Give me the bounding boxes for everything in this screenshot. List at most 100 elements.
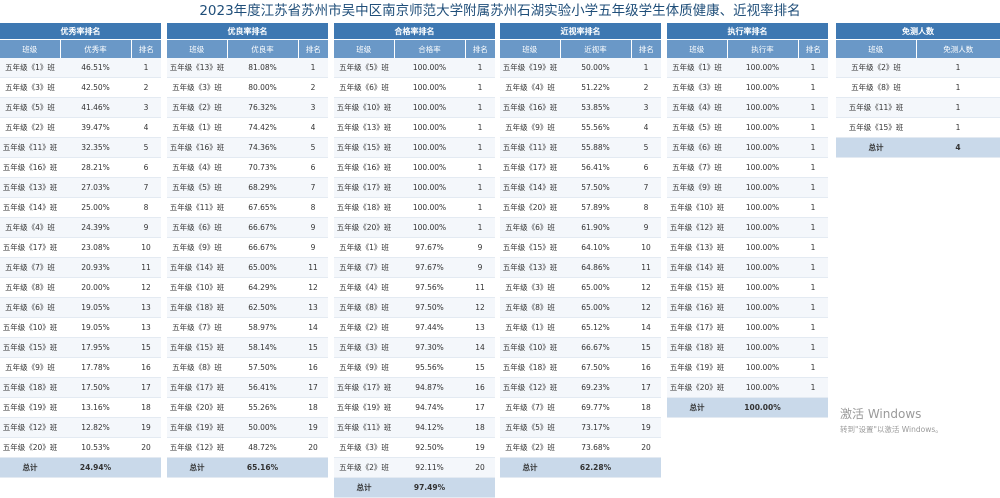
table-cell: 13 — [298, 297, 329, 318]
table-row: 五年级《7》班 97.67% 9 — [334, 257, 496, 278]
table-cell: 14 — [465, 337, 496, 358]
table-cell: 9 — [131, 217, 162, 238]
table-cell: 10 — [631, 237, 662, 258]
table-cell: 17.78% — [60, 357, 131, 378]
table-row: 五年级《15》班 1 — [836, 117, 1000, 138]
ranking-tables: 优秀率排名 班级 优秀率 排名 五年级《1》班 46.51% 1 五年级《3》班 42.50% 2… — [0, 23, 1000, 498]
table-cell: 81.08% — [227, 58, 298, 78]
table-cell: 7 — [631, 177, 662, 198]
table-cell: 68.29% — [227, 177, 298, 198]
table-row: 五年级《10》班 100.00% 1 — [334, 97, 496, 118]
table-row: 五年级《6》班 66.67% 9 — [167, 217, 329, 238]
table-row: 五年级《16》班 100.00% 1 — [667, 297, 829, 318]
table-cell: 12 — [631, 297, 662, 318]
table-cell: 1 — [798, 77, 829, 98]
table-row: 五年级《12》班 12.82% 19 — [0, 417, 162, 438]
table-cell: 五年级《17》班 — [0, 237, 60, 258]
table-cell: 100.00% — [727, 337, 798, 358]
column-header: 排名 — [631, 39, 662, 58]
table-row: 五年级《6》班 100.00% 1 — [334, 77, 496, 98]
table-cell: 2 — [131, 77, 162, 98]
table-cell: 五年级《2》班 — [0, 117, 60, 138]
table-cell: 五年级《4》班 — [0, 217, 60, 238]
table-cell: 五年级《13》班 — [0, 177, 60, 198]
table-cell: 20 — [298, 437, 329, 458]
table-cell: 16 — [465, 377, 496, 398]
table-cell: 100.00% — [727, 58, 798, 78]
table-cell: 6 — [631, 157, 662, 178]
table-cell: 11 — [131, 257, 162, 278]
table-cell: 11 — [631, 257, 662, 278]
table-row: 五年级《14》班 100.00% 1 — [667, 257, 829, 278]
table-row: 五年级《20》班 100.00% 1 — [667, 377, 829, 398]
table-cell: 97.56% — [394, 277, 465, 298]
table-row: 五年级《6》班 61.90% 9 — [500, 217, 662, 238]
table-cell: 五年级《17》班 — [667, 317, 727, 338]
table-cell: 五年级《18》班 — [500, 357, 560, 378]
table-cell: 100.00% — [394, 197, 465, 218]
table-row: 五年级《8》班 1 — [836, 77, 1000, 98]
table-cell: 19 — [131, 417, 162, 438]
table-cell: 18 — [131, 397, 162, 418]
table-cell: 五年级《15》班 — [334, 137, 394, 158]
table-cell: 五年级《6》班 — [334, 77, 394, 98]
panel-exempt-count: 免测人数 班级 免测人数 五年级《2》班 1 五年级《8》班 1 五年级《11》班 1 五年级《1… — [836, 23, 1000, 158]
table-cell: 1 — [798, 117, 829, 138]
table-row: 五年级《20》班 55.26% 18 — [167, 397, 329, 418]
column-header: 优良率 — [227, 39, 299, 58]
table-cell: 20 — [631, 437, 662, 458]
table-row: 五年级《17》班 100.00% 1 — [334, 177, 496, 198]
watermark-subtitle: 转到"设置"以激活 Windows。 — [840, 425, 943, 434]
table-cell: 56.41% — [560, 157, 631, 178]
table-row: 五年级《17》班 100.00% 1 — [667, 317, 829, 338]
table-row: 五年级《1》班 74.42% 4 — [167, 117, 329, 138]
table-cell: 67.50% — [560, 357, 631, 378]
table-cell: 五年级《18》班 — [167, 297, 227, 318]
table-row: 五年级《6》班 19.05% 13 — [0, 297, 162, 318]
total-cell: 总计 — [836, 137, 916, 158]
table-row: 五年级《19》班 50.00% 19 — [167, 417, 329, 438]
table-cell: 100.00% — [727, 377, 798, 398]
table-row: 五年级《18》班 100.00% 1 — [667, 337, 829, 358]
table-row: 五年级《1》班 65.12% 14 — [500, 317, 662, 338]
panel-title: 优秀率排名 — [0, 23, 162, 40]
table-cell: 13 — [465, 317, 496, 338]
table-cell: 五年级《17》班 — [334, 377, 394, 398]
table-cell: 97.50% — [394, 297, 465, 318]
table-row: 五年级《20》班 57.89% 8 — [500, 197, 662, 218]
table-cell: 五年级《17》班 — [500, 157, 560, 178]
table-cell: 73.17% — [560, 417, 631, 438]
table-cell: 1 — [916, 77, 1000, 98]
table-cell: 50.00% — [560, 58, 631, 78]
table-row: 五年级《17》班 56.41% 6 — [500, 157, 662, 178]
table-cell: 97.67% — [394, 257, 465, 278]
table-row: 五年级《19》班 50.00% 1 — [500, 58, 662, 78]
table-cell: 1 — [465, 77, 496, 98]
table-row: 五年级《16》班 74.36% 5 — [167, 137, 329, 158]
table-cell: 五年级《11》班 — [334, 417, 394, 438]
table-row: 五年级《7》班 100.00% 1 — [667, 157, 829, 178]
table-row: 五年级《8》班 97.50% 12 — [334, 297, 496, 318]
table-cell: 五年级《18》班 — [334, 197, 394, 218]
ranking-table: 合格率排名 班级 合格率 排名 五年级《5》班 100.00% 1 五年级《6》班 100.00… — [334, 23, 496, 498]
table-cell: 69.23% — [560, 377, 631, 398]
table-cell: 五年级《19》班 — [667, 357, 727, 378]
table-cell: 32.35% — [60, 137, 131, 158]
table-row: 五年级《7》班 58.97% 14 — [167, 317, 329, 338]
table-cell: 53.85% — [560, 97, 631, 118]
table-cell: 55.26% — [227, 397, 298, 418]
column-header: 优秀率 — [60, 39, 132, 58]
table-row: 五年级《4》班 70.73% 6 — [167, 157, 329, 178]
ranking-table: 免测人数 班级 免测人数 五年级《2》班 1 五年级《8》班 1 五年级《11》班 1 五年级《1… — [836, 23, 1000, 158]
table-cell: 五年级《9》班 — [500, 117, 560, 138]
ranking-table: 优秀率排名 班级 优秀率 排名 五年级《1》班 46.51% 1 五年级《3》班 42.50% 2… — [0, 23, 162, 478]
table-cell: 1 — [465, 58, 496, 78]
table-cell: 五年级《6》班 — [667, 137, 727, 158]
table-cell: 五年级《2》班 — [167, 97, 227, 118]
table-row: 五年级《18》班 67.50% 16 — [500, 357, 662, 378]
column-header: 排名 — [465, 39, 496, 58]
table-cell: 92.50% — [394, 437, 465, 458]
table-cell: 17.95% — [60, 337, 131, 358]
table-cell: 23.08% — [60, 237, 131, 258]
total-row: 总计 4 — [836, 137, 1000, 158]
